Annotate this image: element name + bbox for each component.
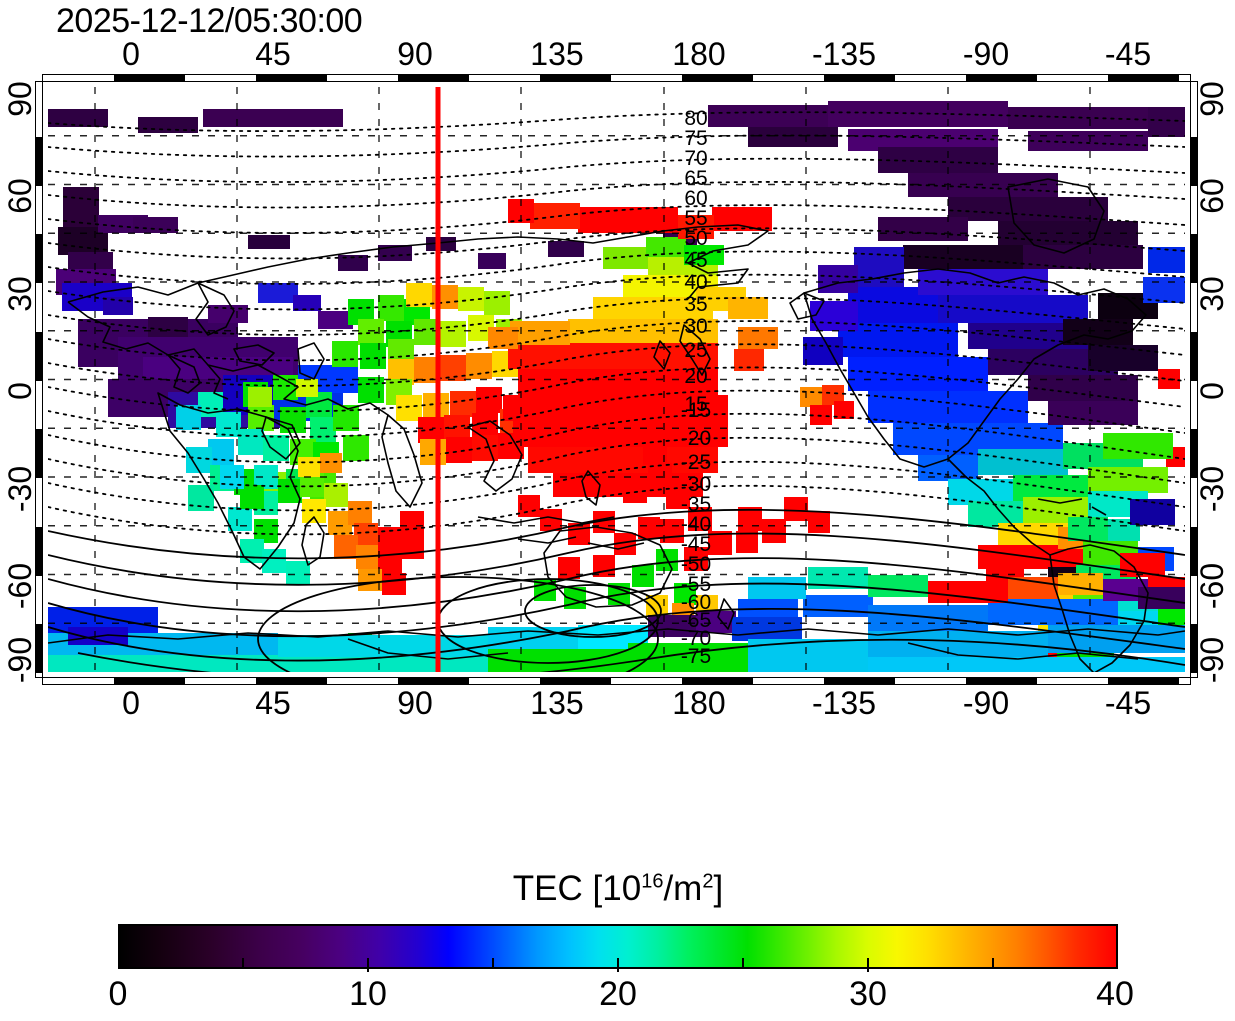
svg-text:-35: -35: [681, 493, 711, 516]
lat-tick-right-3: 0: [1194, 382, 1230, 400]
lon-tick-bottom-6: -90: [962, 685, 1010, 721]
lon-tick-top-5: -135: [811, 36, 877, 72]
tec-data-layer: [48, 101, 1185, 672]
svg-text:20: 20: [684, 365, 707, 388]
colorbar-title-tail: /m: [663, 869, 703, 908]
svg-text:40: 40: [684, 271, 707, 294]
lat-tick-right-6: -90: [1194, 636, 1230, 684]
svg-text:80: 80: [684, 107, 707, 130]
lon-tick-top-2: 90: [397, 36, 433, 72]
svg-text:-40: -40: [681, 513, 711, 536]
svg-text:-65: -65: [681, 609, 711, 632]
southern-oval-contour-layer: [48, 508, 1185, 672]
svg-text:60: 60: [684, 187, 707, 210]
svg-text:-20: -20: [681, 427, 711, 450]
colorbar-major-tick-30: [867, 958, 869, 972]
svg-text:25: 25: [684, 339, 707, 362]
colorbar-title-close: ]: [713, 869, 724, 908]
lon-tick-top-4: 180: [672, 36, 726, 72]
lat-tick-right-5: -60: [1194, 562, 1230, 610]
axis-frame-top: [42, 74, 1191, 82]
svg-text:-70: -70: [681, 627, 711, 650]
svg-text:75: 75: [684, 127, 707, 150]
geomagnetic-contour-layer: [48, 111, 1185, 536]
lon-tick-bottom-3: 135: [530, 685, 584, 721]
colorbar-major-tick-20: [617, 958, 619, 972]
svg-text:45: 45: [684, 249, 707, 272]
colorbar-title-exp1: 16: [641, 870, 664, 893]
map-canvas: 80 75 70 65 60 55 50 45 40 35 30 25 20 1…: [48, 87, 1185, 672]
lon-tick-bottom-0: 0: [122, 685, 140, 721]
svg-text:-60: -60: [681, 591, 711, 614]
colorbar-minor-tick-15: [492, 958, 494, 969]
lat-tick-right-4: -30: [1194, 465, 1230, 513]
colorbar-minor-tick-5: [242, 958, 244, 969]
svg-text:50: 50: [684, 227, 707, 250]
lat-tick-left-6: -90: [2, 636, 38, 684]
axis-frame-left: [35, 81, 43, 678]
svg-text:-15: -15: [681, 399, 711, 422]
lat-tick-left-4: -30: [2, 465, 38, 513]
lon-tick-bottom-4: 180: [672, 685, 726, 721]
lon-tick-bottom-1: 45: [255, 685, 291, 721]
lat-tick-right-0: 90: [1194, 81, 1230, 117]
svg-text:70: 70: [684, 147, 707, 170]
lat-tick-left-0: 90: [2, 81, 38, 117]
lon-tick-top-0: 0: [122, 36, 140, 72]
maglat-labels-north: 80 75 70 65 60 55 50 45 40 35 30 25 20 1…: [684, 107, 707, 416]
svg-text:-55: -55: [681, 573, 711, 596]
maglat-label-layer: 80 75 70 65 60 55 50 45 40 35 30 25 20 1…: [681, 107, 711, 668]
svg-text:55: 55: [684, 207, 707, 230]
colorbar-title-main: TEC [10: [512, 869, 642, 908]
page-title: 2025-12-12/05:30:00: [56, 2, 363, 40]
lat-tick-left-5: -60: [2, 562, 38, 610]
colorbar-tick-label-2: 20: [599, 975, 637, 1013]
svg-text:-75: -75: [681, 645, 711, 668]
svg-text:30: 30: [684, 315, 707, 338]
lon-tick-top-3: 135: [530, 36, 584, 72]
lat-tick-right-1: 60: [1194, 178, 1230, 214]
colorbar-major-tick-10: [367, 958, 369, 972]
lon-tick-bottom-5: -135: [811, 685, 877, 721]
colorbar-tick-label-0: 0: [108, 975, 128, 1013]
lat-tick-left-2: 30: [2, 276, 38, 312]
colorbar-minor-tick-35: [992, 958, 994, 969]
svg-text:-25: -25: [681, 451, 711, 474]
colorbar-title-exp2: 2: [702, 870, 714, 893]
lon-tick-bottom-7: -45: [1104, 685, 1152, 721]
axis-frame-bottom: [42, 677, 1191, 685]
axis-frame-right: [1190, 81, 1198, 678]
colorbar-tick-label-4: 40: [1096, 975, 1134, 1013]
colorbar-tick-label-1: 10: [349, 975, 387, 1013]
svg-text:65: 65: [684, 167, 707, 190]
lon-tick-top-1: 45: [255, 36, 291, 72]
map-plot-frame: 80 75 70 65 60 55 50 45 40 35 30 25 20 1…: [35, 74, 1198, 685]
lat-tick-right-2: 30: [1194, 276, 1230, 312]
svg-text:-30: -30: [681, 473, 711, 496]
colorbar-tick-label-3: 30: [849, 975, 887, 1013]
lon-tick-top-7: -45: [1104, 36, 1152, 72]
svg-text:-45: -45: [681, 533, 711, 556]
svg-text:35: 35: [684, 293, 707, 316]
maglat-labels-south: -15 -20 -25 -30 -35 -40 -45 -50 -55 -60 …: [681, 399, 711, 668]
coastline-layer: [48, 178, 1185, 672]
lon-tick-top-6: -90: [962, 36, 1010, 72]
lat-tick-left-3: 0: [2, 382, 38, 400]
tec-map-svg: 80 75 70 65 60 55 50 45 40 35 30 25 20 1…: [48, 87, 1185, 672]
svg-text:-50: -50: [681, 553, 711, 576]
colorbar-minor-tick-25: [742, 958, 744, 969]
colorbar-title: TEC [1016/m2]: [513, 869, 723, 909]
lat-tick-left-1: 60: [2, 178, 38, 214]
svg-text:15: 15: [684, 393, 707, 416]
lon-tick-bottom-2: 90: [397, 685, 433, 721]
